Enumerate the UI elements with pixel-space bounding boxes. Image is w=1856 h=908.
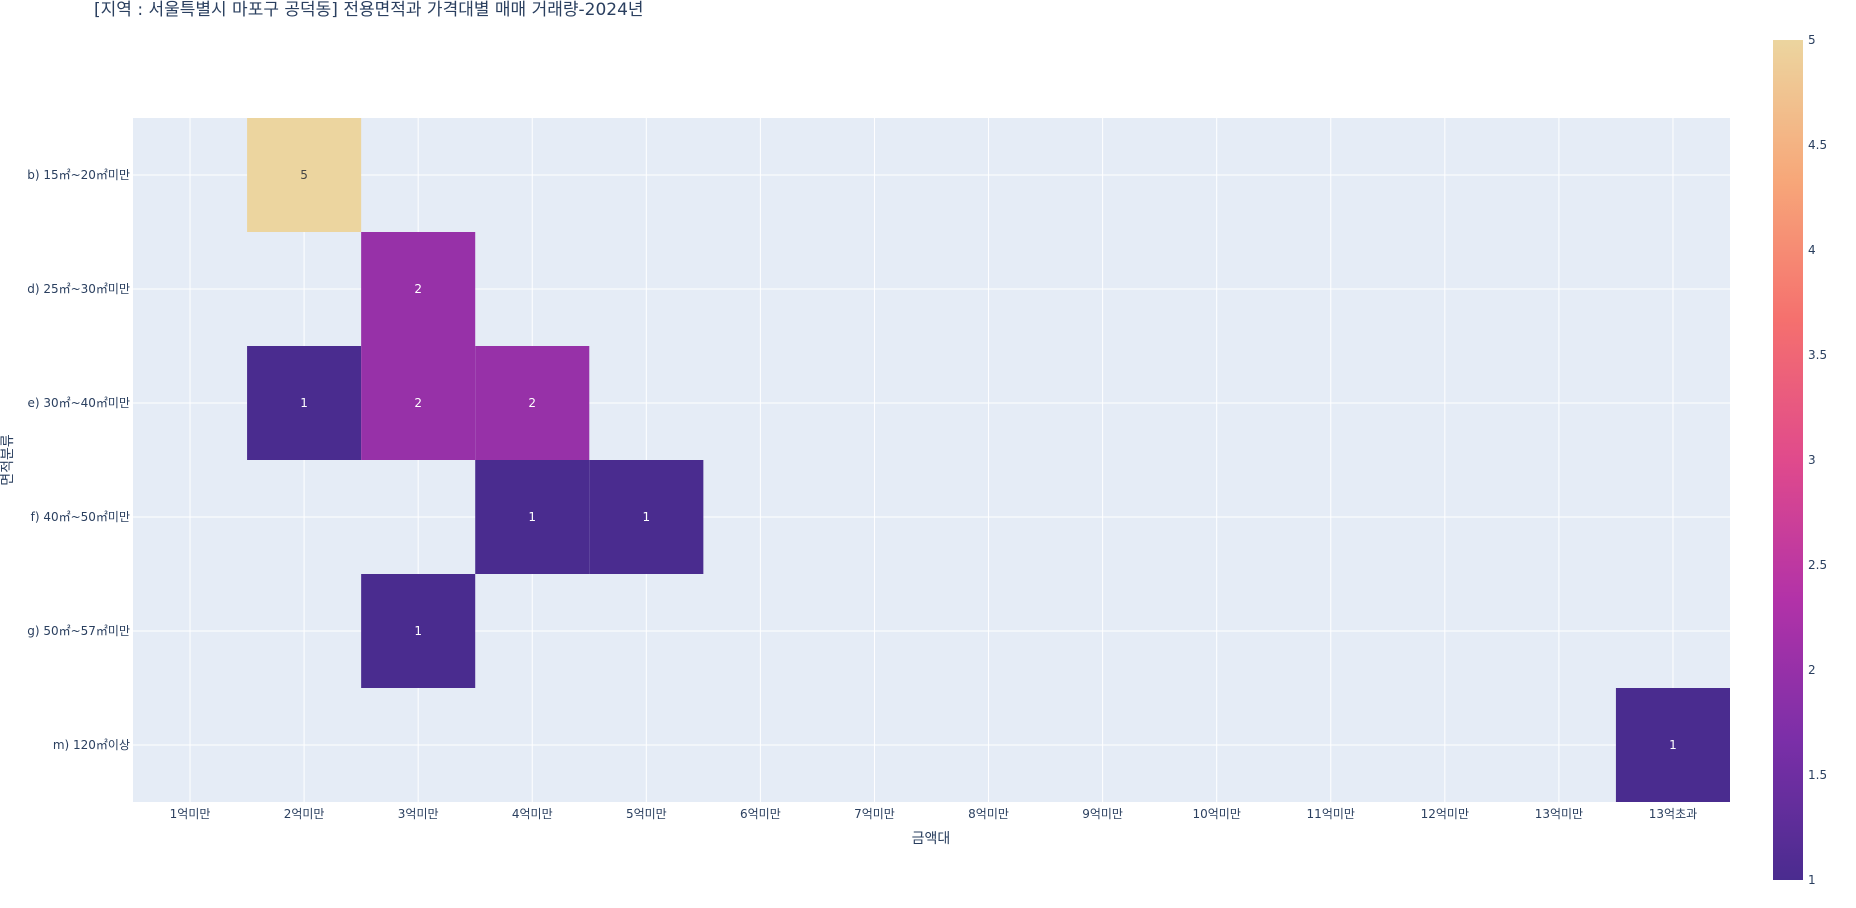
colorbar-tick-label: 2 — [1808, 663, 1816, 677]
x-tick-label: 13억미만 — [1535, 807, 1583, 821]
heatmap-cell — [475, 346, 590, 460]
cell-value-label: 5 — [300, 168, 308, 182]
x-axis-ticks: 1억미만 2억미만 3억미만 4억미만 5억미만 6억미만 7억미만 8억미만 9억미만 10억미… — [170, 807, 1698, 821]
cell-value-label: 2 — [414, 396, 422, 410]
y-tick-label: d) 25㎡~30㎡미만 — [27, 282, 130, 296]
colorbar-tick-label: 1 — [1808, 873, 1816, 887]
x-tick-label: 12억미만 — [1421, 807, 1469, 821]
colorbar — [1773, 40, 1803, 880]
y-axis-ticks: b) 15㎡~20㎡미만 d) 25㎡~30㎡미만 e) 30㎡~40㎡미만 f) 4… — [27, 168, 130, 752]
x-tick-label: 9억미만 — [1082, 807, 1123, 821]
x-tick-label: 3억미만 — [398, 807, 439, 821]
colorbar-tick-label: 3.5 — [1808, 348, 1827, 362]
cell-value-label: 1 — [528, 510, 536, 524]
x-tick-label: 6억미만 — [740, 807, 781, 821]
x-tick-label: 13억초과 — [1649, 807, 1697, 821]
x-tick-label: 8억미만 — [968, 807, 1009, 821]
x-tick-label: 1억미만 — [170, 807, 211, 821]
x-tick-label: 7억미만 — [854, 807, 895, 821]
chart-title: [지역 : 서울특별시 마포구 공덕동] 전용면적과 가격대별 매매 거래량-2… — [94, 0, 644, 20]
heatmap-cells: 5 2 1 2 2 1 1 1 1 — [247, 118, 1730, 802]
y-tick-label: e) 30㎡~40㎡미만 — [27, 396, 130, 410]
colorbar-tick-label: 5 — [1808, 33, 1816, 47]
heatmap-cell — [361, 346, 476, 460]
colorbar-tick-label: 1.5 — [1808, 768, 1827, 782]
y-axis-title: 면적분류 — [0, 434, 16, 486]
x-tick-label: 4억미만 — [512, 807, 553, 821]
colorbar-tick-label: 4.5 — [1808, 138, 1827, 152]
cell-value-label: 1 — [300, 396, 308, 410]
cell-value-label: 1 — [414, 624, 422, 638]
colorbar-ticks: 1 1.5 2 2.5 3 3.5 4 4.5 5 — [1808, 33, 1827, 887]
y-tick-label: b) 15㎡~20㎡미만 — [27, 168, 130, 182]
x-tick-label: 10억미만 — [1192, 807, 1240, 821]
y-tick-label: f) 40㎡~50㎡미만 — [31, 510, 130, 524]
heatmap-cell — [361, 232, 476, 346]
colorbar-tick-label: 3 — [1808, 453, 1816, 467]
cell-value-label: 2 — [414, 282, 422, 296]
heatmap-cell — [1615, 688, 1730, 802]
cell-value-label: 1 — [1669, 738, 1677, 752]
y-tick-label: g) 50㎡~57㎡미만 — [27, 624, 130, 638]
x-tick-label: 11억미만 — [1307, 807, 1355, 821]
heatmap-cell — [361, 574, 476, 688]
heatmap-cell — [247, 346, 362, 460]
x-tick-label: 2억미만 — [284, 807, 325, 821]
heatmap-cell — [589, 460, 704, 574]
colorbar-tick-label: 2.5 — [1808, 558, 1827, 572]
cell-value-label: 2 — [528, 396, 536, 410]
x-axis-title: 금액대 — [912, 831, 951, 847]
heatmap-cell — [247, 118, 362, 232]
colorbar-tick-label: 4 — [1808, 243, 1816, 257]
cell-value-label: 1 — [643, 510, 651, 524]
heatmap-cell — [475, 460, 590, 574]
x-tick-label: 5억미만 — [626, 807, 667, 821]
y-tick-label: m) 120㎡이상 — [53, 738, 130, 752]
